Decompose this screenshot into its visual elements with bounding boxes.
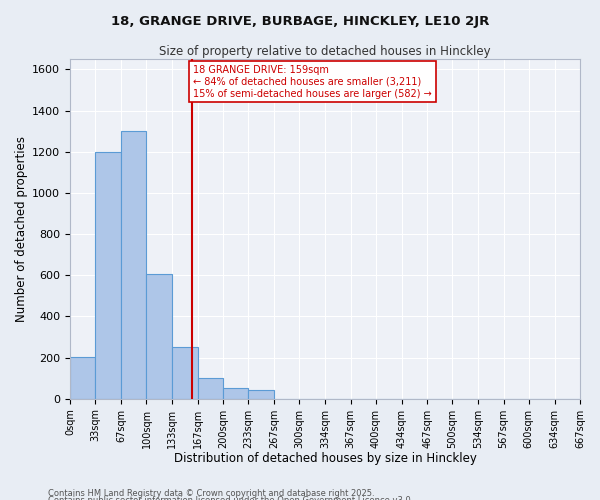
Bar <box>198 378 223 398</box>
Bar <box>121 131 146 398</box>
Text: 18 GRANGE DRIVE: 159sqm
← 84% of detached houses are smaller (3,211)
15% of semi: 18 GRANGE DRIVE: 159sqm ← 84% of detache… <box>193 66 432 98</box>
Bar <box>248 390 274 398</box>
Title: Size of property relative to detached houses in Hinckley: Size of property relative to detached ho… <box>159 45 491 58</box>
Text: 18, GRANGE DRIVE, BURBAGE, HINCKLEY, LE10 2JR: 18, GRANGE DRIVE, BURBAGE, HINCKLEY, LE1… <box>111 15 489 28</box>
Bar <box>223 388 248 398</box>
Text: Contains HM Land Registry data © Crown copyright and database right 2025.: Contains HM Land Registry data © Crown c… <box>48 488 374 498</box>
Bar <box>172 348 198 399</box>
Bar <box>146 274 172 398</box>
Bar <box>70 356 95 399</box>
Text: Contains public sector information licensed under the Open Government Licence v3: Contains public sector information licen… <box>48 496 413 500</box>
Y-axis label: Number of detached properties: Number of detached properties <box>15 136 28 322</box>
X-axis label: Distribution of detached houses by size in Hinckley: Distribution of detached houses by size … <box>173 452 476 465</box>
Bar <box>95 152 121 398</box>
